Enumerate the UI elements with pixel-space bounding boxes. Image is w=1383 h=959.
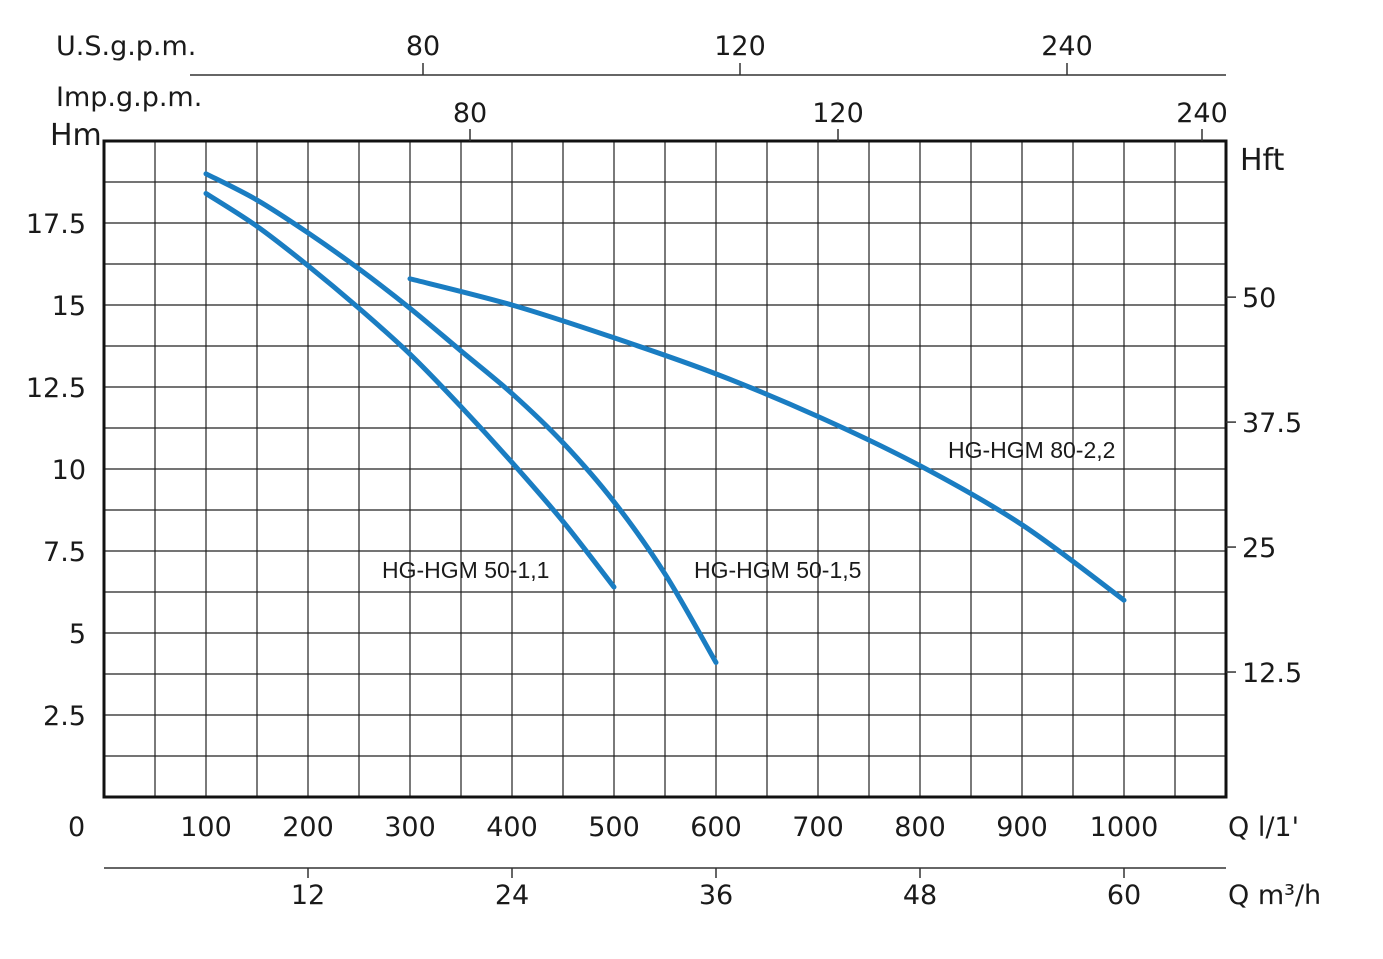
curves	[203, 171, 1127, 666]
m3h-axis-label: Q m³/h	[1228, 880, 1321, 911]
y-tick-label: 5	[69, 619, 86, 650]
y-tick-label: 2.5	[43, 701, 86, 732]
hft-tick-label: 37.5	[1242, 408, 1302, 439]
imp-gpm-tick-label: 80	[453, 98, 487, 129]
x-axis-origin-label: 0	[68, 812, 85, 843]
us-gpm-tick-label: 80	[406, 31, 440, 62]
hft-tick-label: 12.5	[1242, 658, 1302, 689]
x-tick-label: 600	[690, 812, 742, 843]
imp-gpm-tick-label: 240	[1176, 98, 1228, 129]
ticks: 100 200 300 400 500 600 700 800 900 10002.557.510…	[26, 31, 1302, 911]
x-tick-label: 200	[282, 812, 334, 843]
x-tick-label: 400	[486, 812, 538, 843]
series-label-hg-hgm-50-1-1: HG-HGM 50-1,1	[382, 557, 549, 583]
m3h-tick-label: 60	[1107, 880, 1141, 911]
y-axis-label: Hm	[50, 118, 102, 153]
us-gpm-tick-label: 120	[714, 31, 766, 62]
plot-frame	[102, 139, 1228, 799]
series-label-hg-hgm-50-1-5: HG-HGM 50-1,5	[694, 557, 861, 583]
grid	[104, 141, 1226, 797]
y-axis-right-label: Hft	[1240, 143, 1285, 178]
m3h-tick-label: 36	[699, 880, 733, 911]
x-tick-label: 1000	[1090, 812, 1159, 843]
series-line-1	[203, 190, 617, 590]
m3h-tick-label: 48	[903, 880, 937, 911]
imp-gpm-axis-label: Imp.g.p.m.	[56, 82, 202, 113]
y-tick-label: 12.5	[26, 373, 86, 404]
x-tick-label: 500	[588, 812, 640, 843]
m3h-tick-label: 12	[291, 880, 325, 911]
m3h-tick-label: 24	[495, 880, 529, 911]
y-tick-label: 10	[52, 455, 86, 486]
y-tick-label: 7.5	[43, 537, 86, 568]
x-tick-label: 100	[180, 812, 232, 843]
imp-gpm-tick-label: 120	[812, 98, 864, 129]
x-tick-label: 800	[894, 812, 946, 843]
series-line-3	[407, 276, 1127, 603]
hft-tick-label: 50	[1242, 283, 1276, 314]
hft-tick-label: 25	[1242, 533, 1276, 564]
series-label-hg-hgm-80-2-2: HG-HGM 80-2,2	[948, 437, 1115, 463]
x-tick-label: 900	[996, 812, 1048, 843]
x-tick-label: 700	[792, 812, 844, 843]
us-gpm-tick-label: 240	[1041, 31, 1093, 62]
series-line-2	[203, 171, 719, 666]
curve-labels: HG-HGM 50-1,1 HG-HGM 50-1,5 HG-HGM 80-2,…	[382, 437, 1115, 583]
us-gpm-axis-label: U.S.g.p.m.	[56, 31, 196, 62]
x-axis-label: Q l/1'	[1228, 812, 1299, 843]
y-tick-label: 15	[52, 291, 86, 322]
x-tick-label: 300	[384, 812, 436, 843]
y-tick-label: 17.5	[26, 209, 86, 240]
